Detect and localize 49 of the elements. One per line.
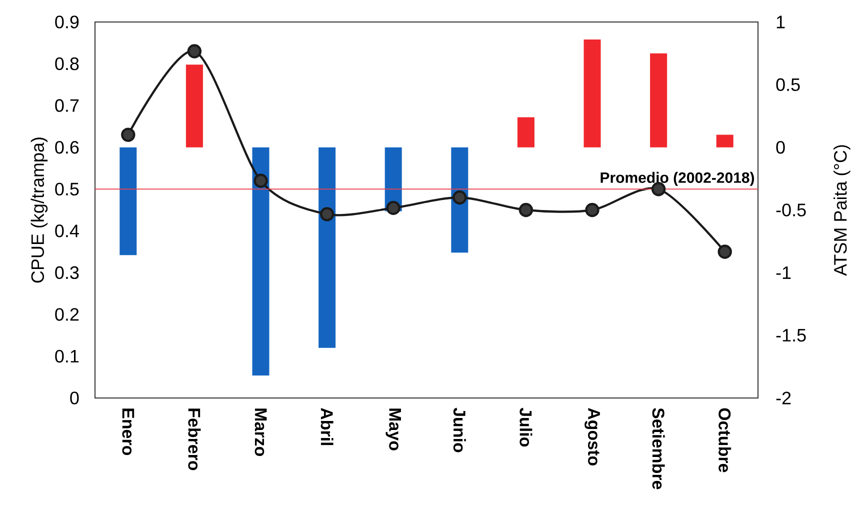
point — [386, 200, 400, 216]
x-tick-label: Setiembre — [652, 408, 665, 490]
ref-line-label: Promedio (2002-2018) — [600, 172, 754, 186]
y-axis-title: CPUE (kg/trampa) — [30, 138, 48, 283]
x-tick-label: Marzo — [254, 408, 267, 456]
bar — [252, 147, 270, 376]
y2-tick-label: -1.5 — [776, 329, 806, 342]
bar — [650, 53, 668, 148]
bar — [186, 64, 203, 148]
bar — [451, 147, 468, 253]
y2-tick-label: 0.5 — [776, 78, 800, 92]
y-tick-label: 0.6 — [55, 140, 79, 154]
x-tick-label: Mayo — [386, 408, 401, 450]
y-tick-label: 0.3 — [55, 266, 79, 280]
y-tick-label: 0.5 — [55, 182, 79, 196]
x-tick-label: Febrero — [188, 408, 201, 470]
point — [718, 244, 732, 259]
y2-tick-label: 0 — [776, 140, 785, 154]
point — [187, 44, 202, 58]
y2-tick-label: -0.5 — [776, 204, 806, 216]
bar — [716, 134, 734, 148]
bar — [517, 117, 534, 148]
point — [518, 202, 534, 218]
x-tick-label: Octubre — [718, 408, 732, 472]
point — [651, 182, 666, 196]
y-tick-label: 0.4 — [55, 224, 79, 238]
point — [320, 207, 334, 222]
y-tick-label: 0.1 — [55, 350, 79, 363]
x-tick-label: Julio — [520, 408, 532, 447]
point — [121, 128, 136, 142]
point — [254, 174, 268, 188]
y-tick-label: 0.2 — [55, 308, 79, 321]
y-tick-label: 0.8 — [55, 57, 79, 70]
x-tick-label: Enero — [122, 408, 134, 456]
y-tick-label: 0 — [70, 392, 79, 404]
x-tick-label: Abril — [320, 408, 334, 446]
point — [585, 202, 600, 218]
y2-tick-label: -2 — [776, 392, 791, 404]
x-tick-label: Agosto — [584, 408, 600, 466]
bar — [584, 40, 601, 148]
x-tick-label: Junio — [453, 408, 466, 452]
y-tick-label: 0.9 — [55, 16, 79, 28]
y2-axis-title: ATSM Paita (°C) — [834, 145, 850, 276]
y-tick-label: 0.7 — [55, 99, 79, 112]
bar — [318, 147, 336, 348]
y2-tick-label: 1 — [776, 16, 785, 28]
point — [452, 190, 467, 205]
bar — [120, 147, 137, 256]
y2-tick-label: -1 — [776, 266, 791, 279]
